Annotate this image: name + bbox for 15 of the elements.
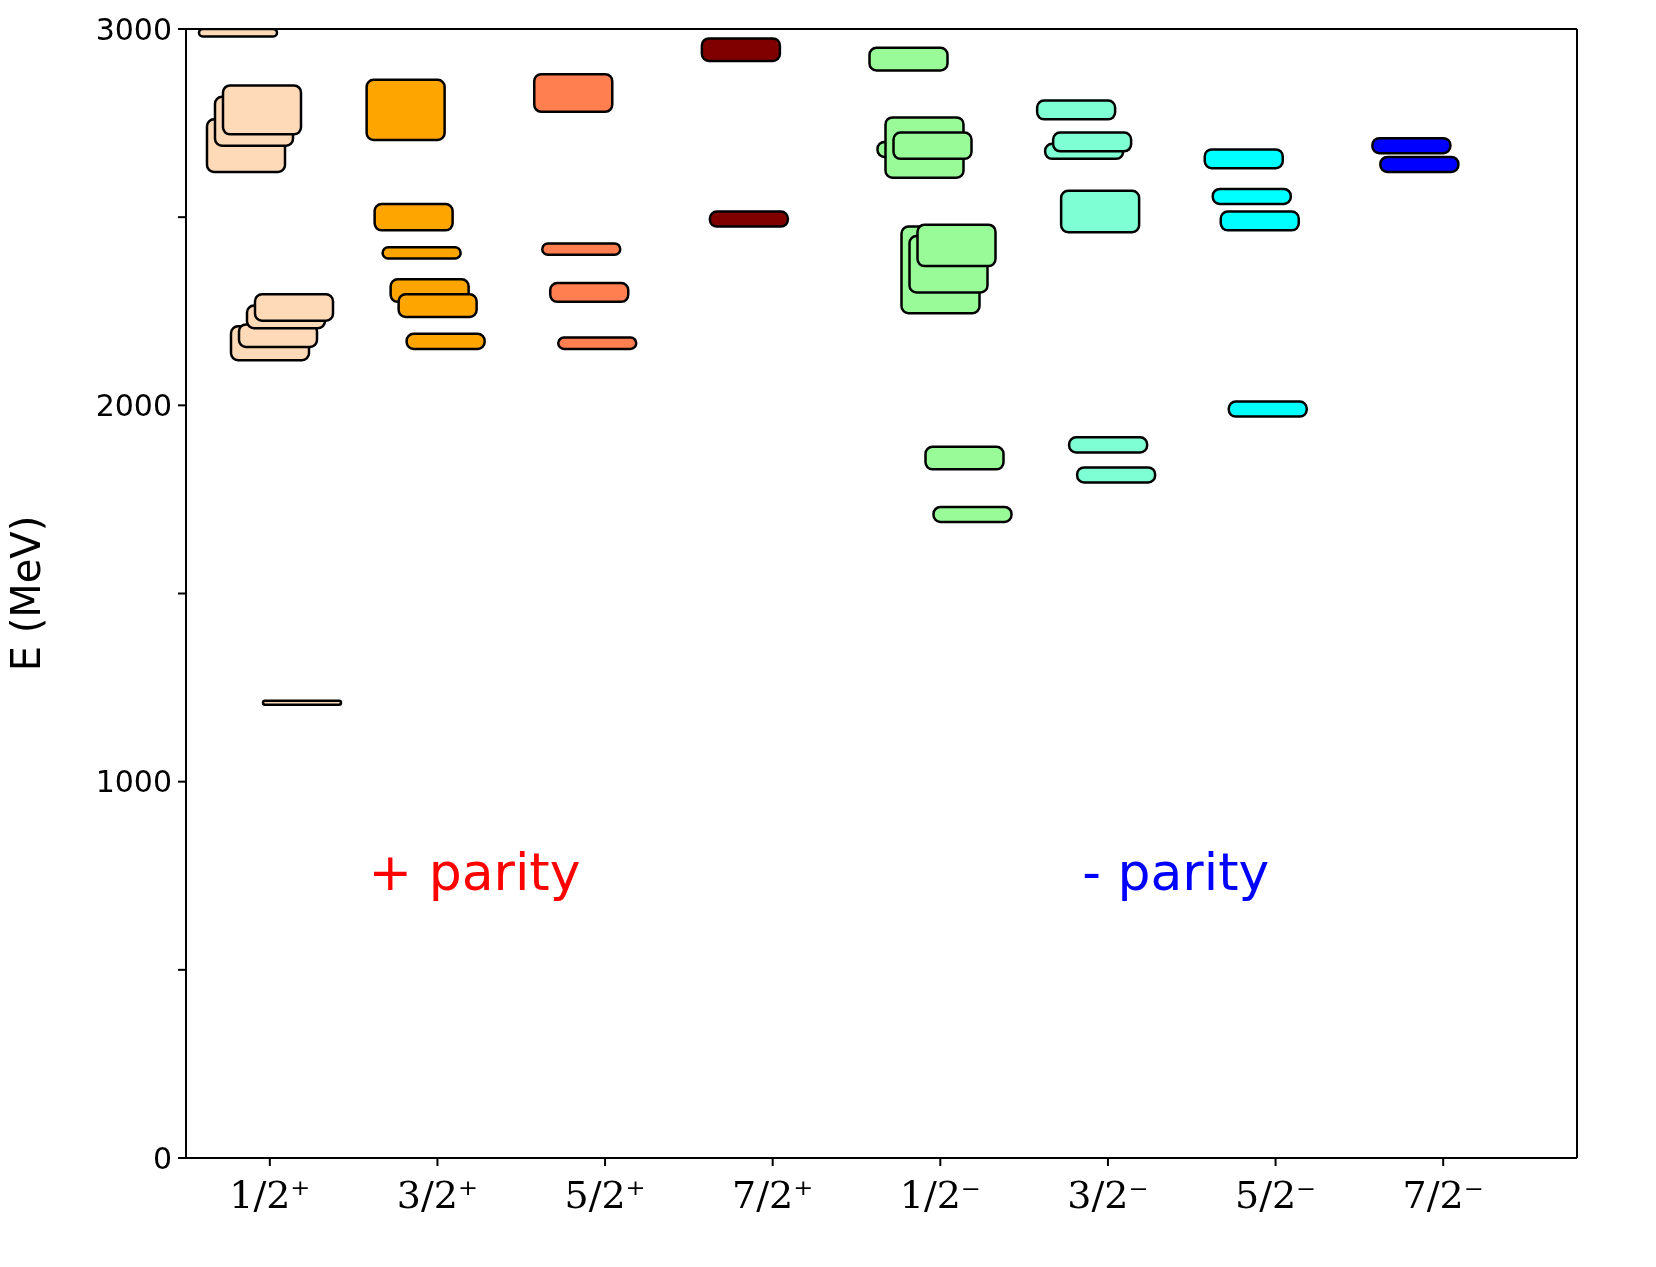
y-tick-label: 2000 — [95, 387, 172, 423]
x-tick-label: 1/2⁺ — [229, 1173, 311, 1217]
annotation: + parity — [368, 841, 581, 902]
y-axis-title: E (MeV) — [3, 515, 50, 672]
y-tick-label: 0 — [152, 1140, 172, 1176]
y-tick-label: 3000 — [95, 11, 172, 47]
x-tick-label: 3/2⁺ — [396, 1173, 479, 1217]
y-tick-label: 1000 — [95, 764, 172, 800]
annotation: - parity — [1082, 841, 1270, 902]
x-tick-label: 5/2⁻ — [1234, 1173, 1317, 1217]
x-tick-label: 7/2⁺ — [732, 1173, 814, 1217]
x-tick-label: 7/2⁻ — [1402, 1173, 1484, 1217]
x-tick-label: 1/2⁻ — [899, 1173, 981, 1217]
x-tick-label: 5/2⁺ — [564, 1173, 646, 1217]
x-tick-label: 3/2⁻ — [1067, 1173, 1149, 1217]
